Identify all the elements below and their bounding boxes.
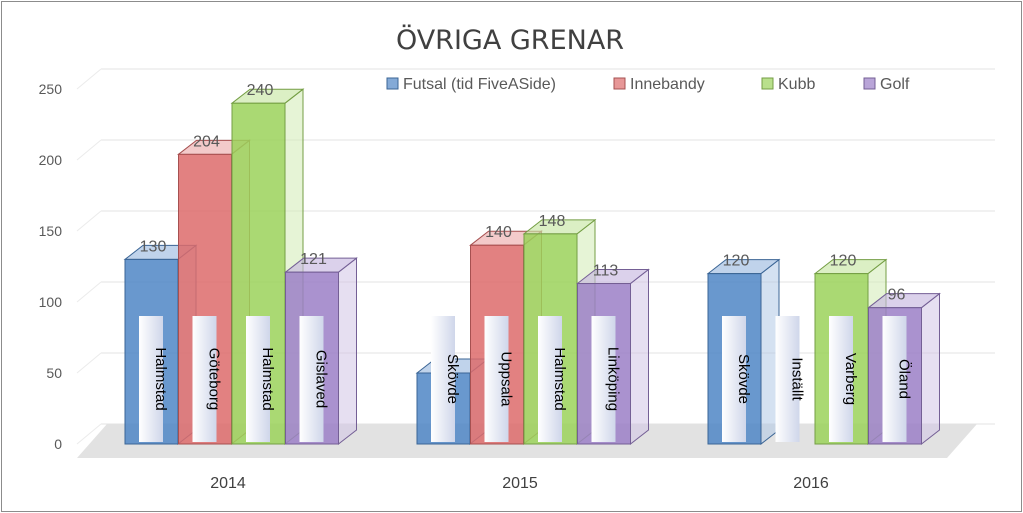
venue-label: Öland	[896, 359, 914, 399]
data-label: 130	[140, 238, 167, 255]
gridline-depth	[76, 139, 102, 161]
bar-side	[921, 292, 940, 446]
data-label: 120	[830, 253, 857, 270]
legend-swatch	[386, 77, 399, 90]
data-label: 140	[485, 224, 512, 241]
chart-title: ÖVRIGA GRENAR	[396, 24, 624, 56]
venue-label-box	[829, 316, 853, 442]
y-tick-label: 50	[46, 365, 62, 381]
bar-side	[630, 268, 649, 446]
gridline-depth	[76, 352, 102, 374]
gridline-depth	[76, 281, 102, 303]
venue-label-box	[722, 316, 746, 442]
gridline-depth	[76, 210, 102, 232]
data-label: 148	[539, 213, 566, 230]
venue-label: Skövde	[735, 354, 752, 404]
bar-side	[338, 257, 357, 446]
venue-label: Halmstad	[551, 347, 568, 410]
x-tick-label: 2016	[793, 475, 829, 492]
y-tick-label: 200	[39, 152, 63, 168]
venue-label: Halmstad	[259, 347, 276, 410]
legend-label: Innebandy	[630, 76, 705, 93]
gridline-depth	[76, 68, 102, 90]
legend-label: Kubb	[778, 76, 815, 93]
y-tick-label: 250	[39, 81, 63, 97]
venue-label: Skövde	[444, 354, 461, 404]
venue-label: Linköping	[605, 347, 622, 411]
venue-label-box	[431, 316, 455, 442]
venue-label-box	[139, 316, 163, 442]
data-label: 113	[593, 263, 619, 280]
venue-label: Inställt	[789, 357, 806, 401]
legend-swatch	[761, 77, 774, 90]
venue-label-box	[246, 316, 270, 442]
data-label: 96	[888, 287, 906, 304]
gridline-depth	[76, 423, 102, 445]
venue-label-box	[882, 316, 907, 442]
venue-label-box	[192, 316, 217, 442]
data-label: 120	[723, 253, 750, 270]
data-label: 240	[247, 82, 274, 99]
legend-swatch	[863, 77, 876, 90]
venue-label-box	[538, 316, 562, 442]
y-tick-label: 100	[39, 294, 63, 310]
x-tick-label: 2015	[502, 475, 538, 492]
data-label: 121	[300, 251, 327, 268]
venue-label-box	[484, 316, 509, 442]
venue-label: Gislaved	[313, 350, 330, 408]
venue-label-box	[591, 316, 616, 442]
legend-swatch	[613, 77, 626, 90]
legend-label: Futsal (tid FiveASide)	[403, 76, 556, 93]
y-tick-label: 150	[39, 223, 63, 239]
venue-label-box	[299, 316, 324, 442]
legend-label: Golf	[880, 76, 910, 93]
venue-label: Uppsala	[498, 351, 515, 407]
venue-label: Halmstad	[152, 347, 169, 410]
venue-label-box	[775, 316, 800, 442]
venue-label: Göteborg	[206, 348, 223, 411]
y-tick-label: 0	[54, 436, 62, 452]
x-tick-label: 2014	[210, 475, 246, 492]
data-label: 204	[193, 133, 220, 150]
venue-label: Varberg	[842, 353, 859, 405]
